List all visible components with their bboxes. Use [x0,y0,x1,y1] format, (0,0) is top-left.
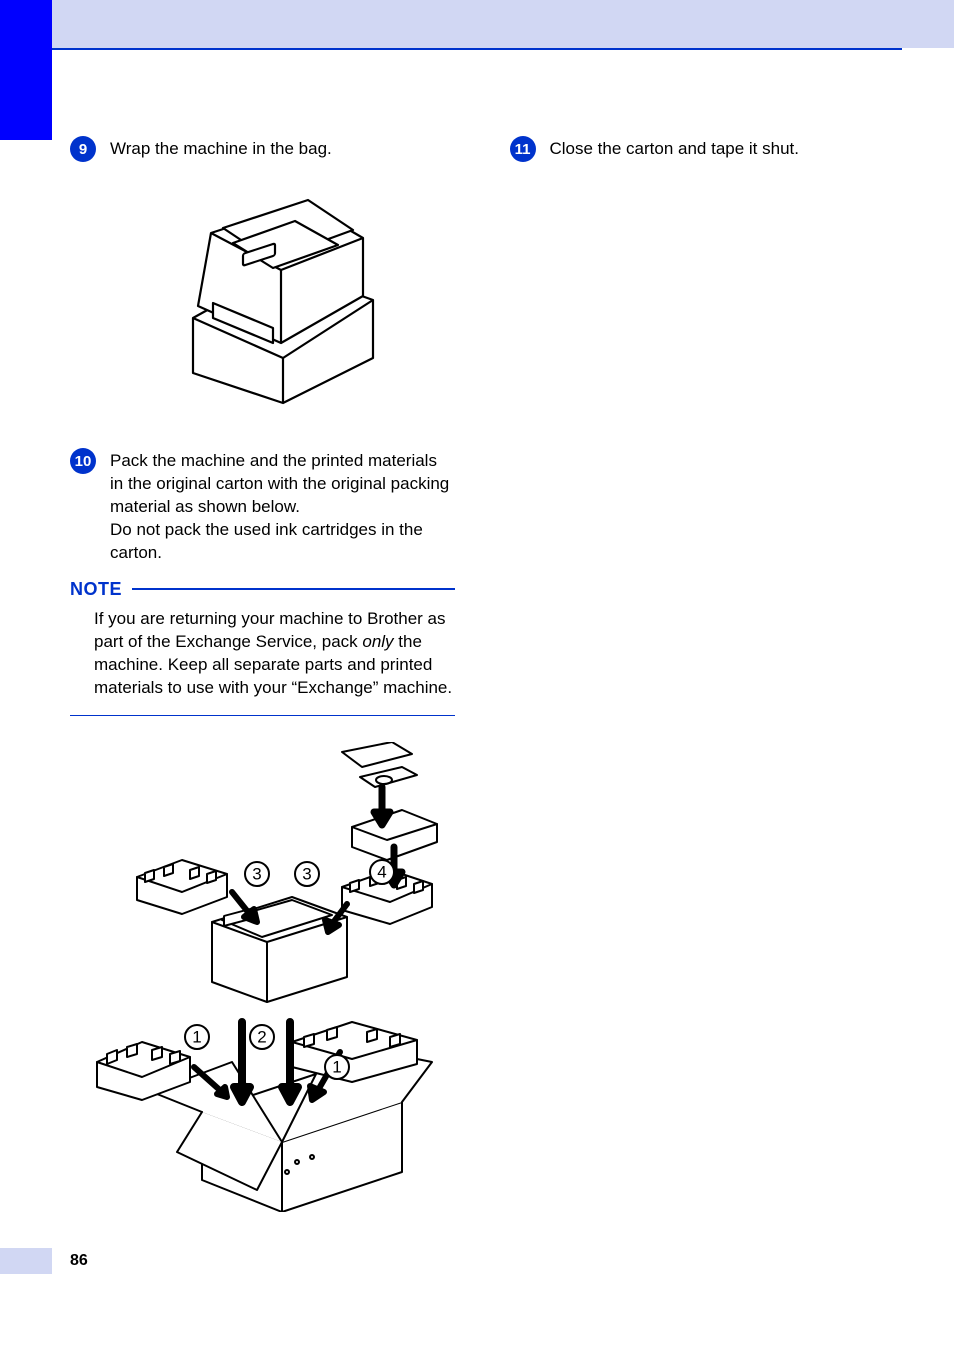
step-10-text-b: Do not pack the used ink cartridges in t… [110,520,423,562]
note-rule [132,588,454,590]
step-text: Wrap the machine in the bag. [110,138,455,161]
step-9: 9 Wrap the machine in the bag. [70,138,455,162]
header-rule [52,48,902,50]
step-10: 10 Pack the machine and the printed mate… [70,450,455,565]
page-content: 9 Wrap the machine in the bag. [70,100,894,1290]
right-column: 11 Close the carton and tape it shut. [510,100,895,1226]
step-number-badge: 10 [70,448,96,474]
callout-1a: 1 [193,1028,202,1047]
side-tab [0,0,52,140]
note-text-em: only [362,632,393,651]
callout-2: 2 [258,1028,267,1047]
illustration-machine-in-bag [102,184,455,412]
note-block: NOTE If you are returning your machine t… [70,579,455,717]
step-10-text-a: Pack the machine and the printed materia… [110,451,449,516]
callout-3a: 3 [253,865,262,884]
callout-1b: 1 [333,1058,342,1077]
note-label: NOTE [70,579,122,600]
illustration-packing-diagram: 3 3 4 1 2 1 [70,738,455,1216]
note-text: If you are returning your machine to Bro… [94,608,455,700]
callout-4: 4 [378,863,387,882]
step-number-badge: 11 [510,136,536,162]
left-column: 9 Wrap the machine in the bag. [70,100,455,1226]
header-bar [0,0,954,48]
step-text: Pack the machine and the printed materia… [110,450,455,565]
page-number: 86 [70,1252,88,1270]
page-number-bar [0,1248,52,1274]
callout-3b: 3 [303,865,312,884]
step-11: 11 Close the carton and tape it shut. [510,138,895,162]
step-text: Close the carton and tape it shut. [550,138,895,161]
step-number-badge: 9 [70,136,96,162]
